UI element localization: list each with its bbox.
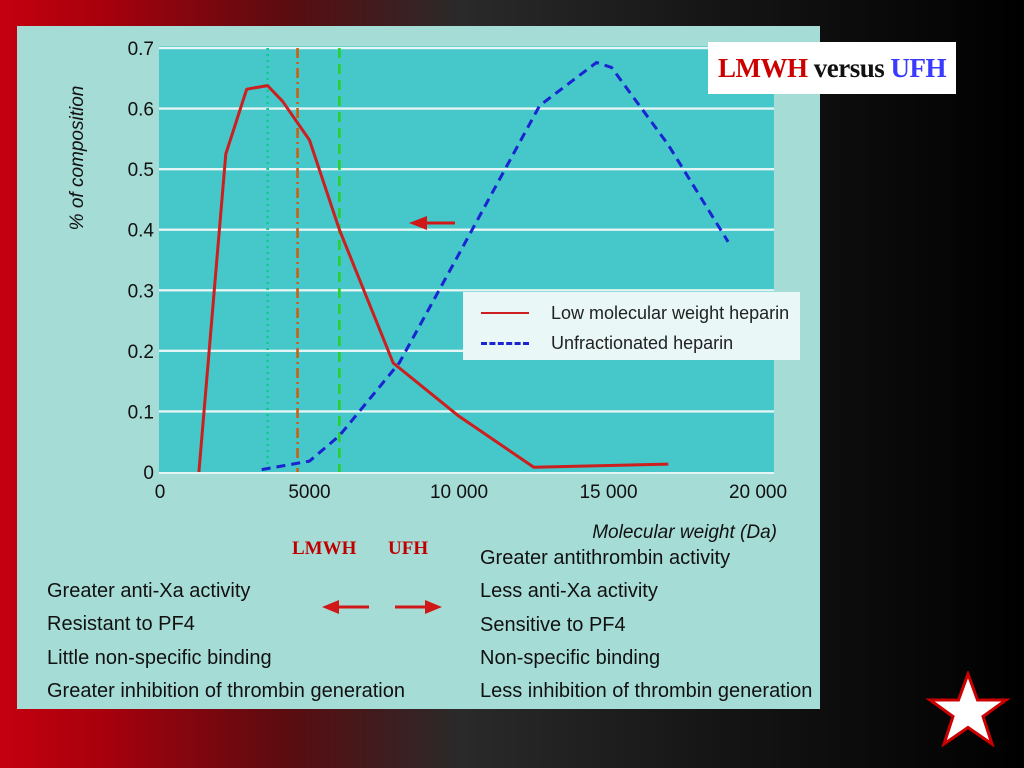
arrow-right-head (425, 600, 442, 614)
ufh-label: UFH (388, 538, 429, 559)
arrow-left-head (322, 600, 339, 614)
title-ufh: UFH (890, 52, 947, 83)
star-icon (926, 671, 1010, 747)
y-tick-label-6: 0.6 (128, 100, 154, 121)
legend: Low molecular weight heparin Unfractiona… (463, 292, 800, 360)
lmwh-property-3: Little non-specific binding (47, 646, 272, 669)
lmwh-property-2: Resistant to PF4 (47, 613, 195, 636)
ufh-property-5: Less inhibition of thrombin generation (480, 680, 813, 703)
lmwh-property-1: Greater anti-Xa activity (47, 580, 251, 602)
lmwh-property-4: Greater inhibition of thrombin generatio… (47, 679, 405, 702)
x-tick-label-0: 0 (155, 482, 166, 503)
slide-title: LMWH versus UFH (708, 42, 956, 94)
title-lmwh: LMWH (718, 52, 808, 83)
lmwh-properties-list: Greater anti-Xa activity Resistant to PF4… (47, 575, 405, 708)
x-tick-label-1: 5000 (288, 482, 330, 503)
y-tick-label-4: 0.4 (128, 221, 155, 242)
slide-panel: 0 0.1 0.2 0.3 0.4 0.5 0.6 0.7 0 5000 10 000 15 000 2… (17, 26, 820, 709)
x-tick-label-3: 15 000 (579, 482, 637, 503)
y-tick-label-0: 0 (143, 463, 154, 484)
x-tick-label-4: 20 000 (729, 482, 787, 503)
y-tick-label-5: 0.5 (128, 160, 154, 181)
ufh-property-4: Non-specific binding (480, 646, 661, 669)
y-tick-label-1: 0.1 (128, 402, 154, 423)
legend-item-lmwh: Low molecular weight heparin (481, 300, 789, 326)
plot-area (159, 46, 774, 472)
legend-swatch-lmwh (481, 312, 529, 314)
legend-label-ufh: Unfractionated heparin (551, 332, 734, 353)
ufh-property-1: Greater antithrombin activity (480, 547, 731, 569)
x-axis-label: Molecular weight (Da) (592, 522, 777, 543)
arrow-left-head (409, 216, 427, 230)
series-line-lmwh (197, 84, 669, 473)
y-tick-label-3: 0.3 (128, 281, 154, 302)
chart: 0 0.1 0.2 0.3 0.4 0.5 0.6 0.7 0 5000 10 000 15 000 2… (128, 39, 787, 614)
legend-label-lmwh: Low molecular weight heparin (551, 302, 790, 323)
ufh-property-3: Sensitive to PF4 (480, 613, 626, 636)
y-tick-label-2: 0.2 (128, 342, 154, 363)
series-line-ufh (261, 61, 730, 472)
legend-item-ufh: Unfractionated heparin (481, 330, 733, 356)
y-tick-label-7: 0.7 (128, 39, 154, 60)
legend-swatch-ufh (481, 341, 529, 345)
x-tick-label-2: 10 000 (430, 482, 488, 503)
lmwh-label: LMWH (292, 538, 357, 559)
ufh-property-2: Less anti-Xa activity (480, 580, 658, 603)
title-versus: versus (807, 52, 891, 83)
ufh-properties-list: Greater antithrombin activity Less anti-X… (480, 542, 812, 708)
y-axis-label: % of composition (67, 85, 88, 231)
